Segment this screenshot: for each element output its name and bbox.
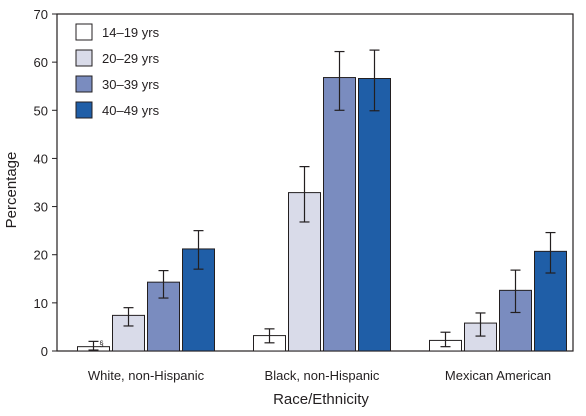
legend-label: 20–29 yrs — [102, 51, 160, 66]
bars — [77, 77, 567, 352]
bar — [464, 322, 497, 352]
y-tick-label: 50 — [34, 103, 48, 118]
x-axis-label: Race/Ethnicity — [273, 391, 369, 408]
y-tick-label: 20 — [34, 248, 48, 263]
error-bars: § — [88, 49, 556, 351]
legend-label: 40–49 yrs — [102, 103, 160, 118]
y-tick-label: 30 — [34, 200, 48, 215]
bar — [499, 289, 532, 352]
category-label: Mexican American — [445, 368, 551, 383]
y-tick-label: 40 — [34, 151, 48, 166]
category-labels: White, non-Hispanic Black, non-Hispanic Me… — [88, 368, 551, 383]
legend-swatch — [75, 23, 93, 41]
legend-swatch — [75, 75, 93, 93]
legend-swatch — [75, 101, 93, 119]
y-tick-label: 10 — [34, 296, 48, 311]
bar — [358, 78, 391, 352]
y-tick-label: 70 — [34, 7, 48, 22]
category-label: White, non-Hispanic — [88, 368, 205, 383]
y-tick-label: 60 — [34, 55, 48, 70]
category-label: Black, non-Hispanic — [265, 368, 380, 383]
y-ticks: 0 10 20 30 40 50 60 70 — [34, 7, 57, 359]
annotation-label: § — [99, 339, 103, 348]
legend-label: 14–19 yrs — [102, 25, 160, 40]
legend: 14–19 yrs 20–29 yrs 30–39 yrs 40–49 yrs — [75, 23, 160, 119]
legend-label: 30–39 yrs — [102, 77, 160, 92]
bar — [323, 77, 356, 352]
y-tick-label: 0 — [41, 344, 48, 359]
legend-swatch — [75, 49, 93, 67]
y-axis-label: Percentage — [3, 152, 20, 229]
